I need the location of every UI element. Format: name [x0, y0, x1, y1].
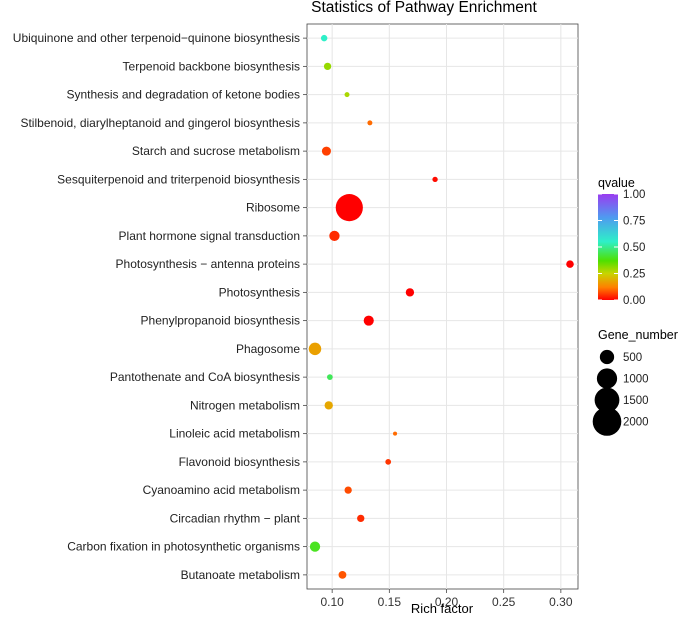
size-legend-label: 1000 — [623, 374, 649, 386]
x-tick-label: 0.30 — [549, 595, 573, 609]
data-point — [393, 431, 398, 436]
size-legend-key — [599, 349, 615, 365]
data-point — [385, 459, 392, 465]
y-tick-label: Sesquiterpenoid and triterpenoid biosynt… — [57, 172, 300, 186]
data-point — [321, 146, 331, 156]
data-point — [308, 342, 322, 356]
y-tick-label: Ribosome — [246, 201, 300, 215]
data-point — [327, 374, 333, 380]
y-tick-label: Plant hormone signal transduction — [119, 229, 300, 243]
x-axis-title: Rich factor — [411, 601, 474, 616]
colorbar-tick-label: 1.00 — [623, 189, 645, 201]
y-tick-label: Starch and sucrose metabolism — [132, 144, 300, 158]
size-legend-label: 500 — [623, 352, 642, 364]
size-legend-label: 1500 — [623, 395, 649, 407]
data-points — [308, 34, 574, 579]
y-tick-label: Linoleic acid metabolism — [169, 427, 300, 441]
size-legend-key — [596, 368, 618, 389]
y-tick-label: Photosynthesis — [219, 285, 300, 299]
y-tick-label: Butanoate metabolism — [181, 568, 300, 582]
data-point — [329, 230, 340, 242]
y-tick-label: Synthesis and degradation of ketone bodi… — [66, 88, 300, 102]
x-axis-ticks: 0.10 0.15 0.20 0.25 0.30 — [320, 589, 573, 609]
plot-panel — [306, 23, 579, 590]
data-point — [320, 34, 328, 42]
data-point — [344, 92, 350, 98]
y-tick-label: Stilbenoid, diarylheptanoid and gingerol… — [20, 116, 300, 130]
y-tick-label: Circadian rhythm − plant — [170, 511, 301, 525]
size-legend-label: 2000 — [623, 417, 649, 429]
data-point — [432, 176, 438, 183]
y-axis-labels: Ubiquinone and other terpenoid−quinone b… — [13, 31, 307, 582]
gene-number-legend: Gene_number 500 1000 1500 2000 — [592, 328, 678, 436]
qvalue-legend: qvalue 1.00 0.75 0.50 0.25 0.00 — [598, 176, 645, 307]
size-legend-key — [594, 387, 620, 413]
y-tick-label: Flavonoid biosynthesis — [179, 455, 300, 469]
data-point — [566, 260, 574, 268]
data-point — [324, 401, 333, 410]
x-tick-label: 0.15 — [378, 595, 402, 609]
y-tick-label: Nitrogen metabolism — [190, 398, 300, 412]
colorbar-tick-label: 0.50 — [623, 242, 645, 254]
size-legend-key — [592, 407, 622, 436]
y-tick-label: Cyanoamino acid metabolism — [143, 483, 300, 497]
y-tick-label: Pantothenate and CoA biosynthesis — [110, 370, 300, 384]
y-tick-label: Carbon fixation in photosynthetic organi… — [67, 540, 300, 554]
data-point — [344, 486, 352, 494]
colorbar-tick-label: 0.75 — [623, 216, 645, 228]
colorbar-tick-label: 0.00 — [623, 295, 645, 307]
qvalue-legend-title: qvalue — [598, 176, 635, 190]
data-point — [335, 194, 363, 222]
data-point — [309, 541, 321, 552]
y-tick-label: Phenylpropanoid biosynthesis — [141, 314, 300, 328]
data-point — [363, 315, 374, 326]
x-tick-label: 0.25 — [492, 595, 516, 609]
qvalue-colorbar — [598, 194, 618, 300]
y-tick-label: Photosynthesis − antenna proteins — [116, 257, 300, 271]
data-point — [405, 288, 415, 297]
y-tick-label: Phagosome — [236, 342, 300, 356]
data-point — [357, 514, 365, 523]
gene-number-legend-title: Gene_number — [598, 328, 678, 342]
qvalue-colorbar-ticks: 1.00 0.75 0.50 0.25 0.00 — [598, 189, 645, 307]
colorbar-tick-label: 0.25 — [623, 269, 645, 281]
x-tick-label: 0.20 — [435, 595, 459, 609]
data-point — [323, 62, 332, 71]
data-point — [338, 570, 347, 579]
y-tick-label: Ubiquinone and other terpenoid−quinone b… — [13, 31, 300, 45]
chart-title: Statistics of Pathway Enrichment — [311, 0, 537, 16]
grid-lines — [307, 24, 578, 589]
data-point — [367, 120, 373, 126]
x-tick-label: 0.10 — [320, 595, 344, 609]
y-tick-label: Terpenoid backbone biosynthesis — [123, 59, 300, 73]
